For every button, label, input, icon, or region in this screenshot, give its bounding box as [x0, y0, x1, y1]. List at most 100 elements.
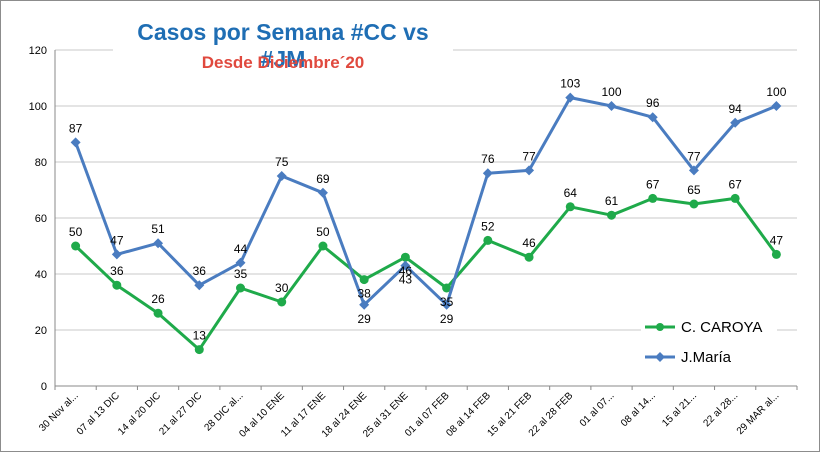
- data-label-caroya: 65: [687, 183, 701, 197]
- data-label-jmaria: 29: [440, 312, 454, 326]
- legend-label-caroya: C. CAROYA: [681, 318, 763, 336]
- data-point-caroya: [236, 283, 245, 293]
- data-point-caroya: [607, 210, 616, 220]
- x-tick-label: 21 al 27 DIC: [157, 390, 204, 437]
- y-tick-label: 0: [41, 381, 47, 393]
- x-tick-label: 30 Nov al...: [37, 390, 81, 434]
- data-label-caroya: 35: [440, 295, 454, 309]
- data-label-jmaria: 100: [766, 85, 786, 99]
- data-point-jmaria: [153, 238, 164, 249]
- series-lines: [70, 92, 782, 355]
- legend-item-jmaria: J.María: [645, 347, 731, 367]
- x-tick-label: 22 al 28...: [701, 390, 740, 429]
- x-tick-label: 14 al 20 DIC: [116, 390, 163, 437]
- data-label-caroya: 64: [564, 186, 578, 200]
- data-point-caroya: [648, 193, 658, 203]
- data-point-jmaria: [400, 260, 411, 271]
- data-label-jmaria: 75: [275, 155, 289, 169]
- data-label-jmaria: 43: [399, 273, 413, 287]
- y-tick-label: 100: [29, 101, 47, 113]
- data-point-caroya: [771, 249, 781, 259]
- x-tick-label: 07 al 13 DIC: [75, 390, 122, 437]
- legend-item-caroya: C. CAROYA: [645, 317, 762, 337]
- data-point-caroya: [359, 275, 369, 285]
- data-point-caroya: [318, 241, 328, 251]
- data-label-jmaria: 94: [728, 102, 742, 116]
- data-label-jmaria: 36: [193, 264, 207, 278]
- y-tick-labels: 0 20 40 60 80 100 120: [29, 45, 47, 393]
- y-tick-label: 120: [29, 45, 47, 57]
- data-point-jmaria: [482, 168, 493, 179]
- x-tick-label: 28 DIC al...: [202, 390, 245, 433]
- data-label-caroya: 67: [728, 177, 742, 191]
- data-point-caroya: [194, 345, 204, 355]
- axes: [54, 50, 798, 390]
- data-point-jmaria: [606, 101, 617, 111]
- data-point-jmaria: [194, 280, 205, 291]
- data-point-jmaria: [276, 171, 287, 181]
- data-label-caroya: 46: [522, 236, 536, 250]
- legend-marker-jmaria: [645, 352, 675, 362]
- legend-label-jmaria: J.María: [681, 348, 732, 366]
- data-point-jmaria: [359, 299, 370, 310]
- data-label-jmaria: 100: [601, 85, 621, 99]
- data-label-caroya: 38: [357, 287, 371, 301]
- data-label-caroya: 35: [234, 267, 248, 281]
- data-point-caroya: [442, 283, 452, 293]
- data-label-caroya: 26: [151, 292, 165, 306]
- x-tick-label: 22 al 28 FEB: [527, 390, 576, 439]
- data-label-jmaria: 96: [646, 96, 660, 110]
- data-label-jmaria: 44: [234, 242, 248, 256]
- data-point-jmaria: [317, 187, 328, 198]
- data-label-jmaria: 47: [110, 233, 124, 247]
- chart-title: Casos por Semana #CC vs #JM: [137, 19, 429, 72]
- data-point-caroya: [153, 308, 163, 318]
- grid-lines: [55, 49, 797, 331]
- data-label-caroya: 46: [399, 264, 413, 278]
- data-point-jmaria: [524, 165, 535, 176]
- data-point-jmaria: [565, 92, 576, 103]
- data-label-caroya: 67: [646, 177, 660, 191]
- y-tick-label: 20: [35, 325, 47, 337]
- data-point-jmaria: [730, 117, 741, 128]
- data-label-caroya: 50: [316, 225, 330, 239]
- chart-subtitle: Desde Diciembre´20: [201, 53, 365, 72]
- data-point-caroya: [400, 252, 410, 262]
- data-label-jmaria: 103: [560, 77, 580, 91]
- data-label-caroya: 52: [481, 219, 495, 233]
- x-tick-label: 08 al 14...: [619, 390, 658, 429]
- data-point-caroya: [71, 241, 81, 251]
- title-box: Casos por Semana #CC vs #JM Desde Diciem…: [113, 15, 453, 77]
- data-point-jmaria: [235, 257, 246, 268]
- data-point-caroya: [524, 252, 534, 262]
- data-label-caroya: 50: [69, 225, 83, 239]
- x-tick-label: 01 al 07...: [578, 390, 617, 429]
- data-label-caroya: 61: [605, 194, 619, 208]
- data-point-caroya: [483, 235, 493, 245]
- data-label-caroya: 13: [193, 329, 207, 343]
- data-point-jmaria: [70, 137, 81, 148]
- data-label-jmaria: 69: [316, 172, 330, 186]
- data-point-caroya: [730, 193, 740, 203]
- data-label-jmaria: 87: [69, 121, 83, 135]
- data-label-jmaria: 77: [522, 149, 536, 163]
- data-point-jmaria: [688, 165, 699, 176]
- data-label-jmaria: 76: [481, 152, 495, 166]
- legend-marker-caroya: [645, 323, 675, 331]
- data-label-caroya: 36: [110, 264, 124, 278]
- data-point-jmaria: [647, 112, 658, 123]
- data-point-caroya: [689, 199, 699, 209]
- data-label-jmaria: 77: [687, 149, 701, 163]
- x-tick-label: 15 al 21...: [660, 390, 699, 429]
- data-label-caroya: 47: [770, 233, 784, 247]
- x-tick-label: 29 MAR al...: [735, 390, 782, 437]
- data-point-jmaria: [441, 299, 452, 310]
- data-label-jmaria: 29: [357, 312, 371, 326]
- legend: C. CAROYA J.María: [641, 309, 777, 375]
- data-point-caroya: [112, 280, 122, 290]
- series-line-jmaria: [74, 96, 777, 307]
- series-line-caroya: [74, 196, 778, 352]
- y-tick-label: 40: [35, 269, 47, 281]
- y-tick-label: 80: [35, 157, 47, 169]
